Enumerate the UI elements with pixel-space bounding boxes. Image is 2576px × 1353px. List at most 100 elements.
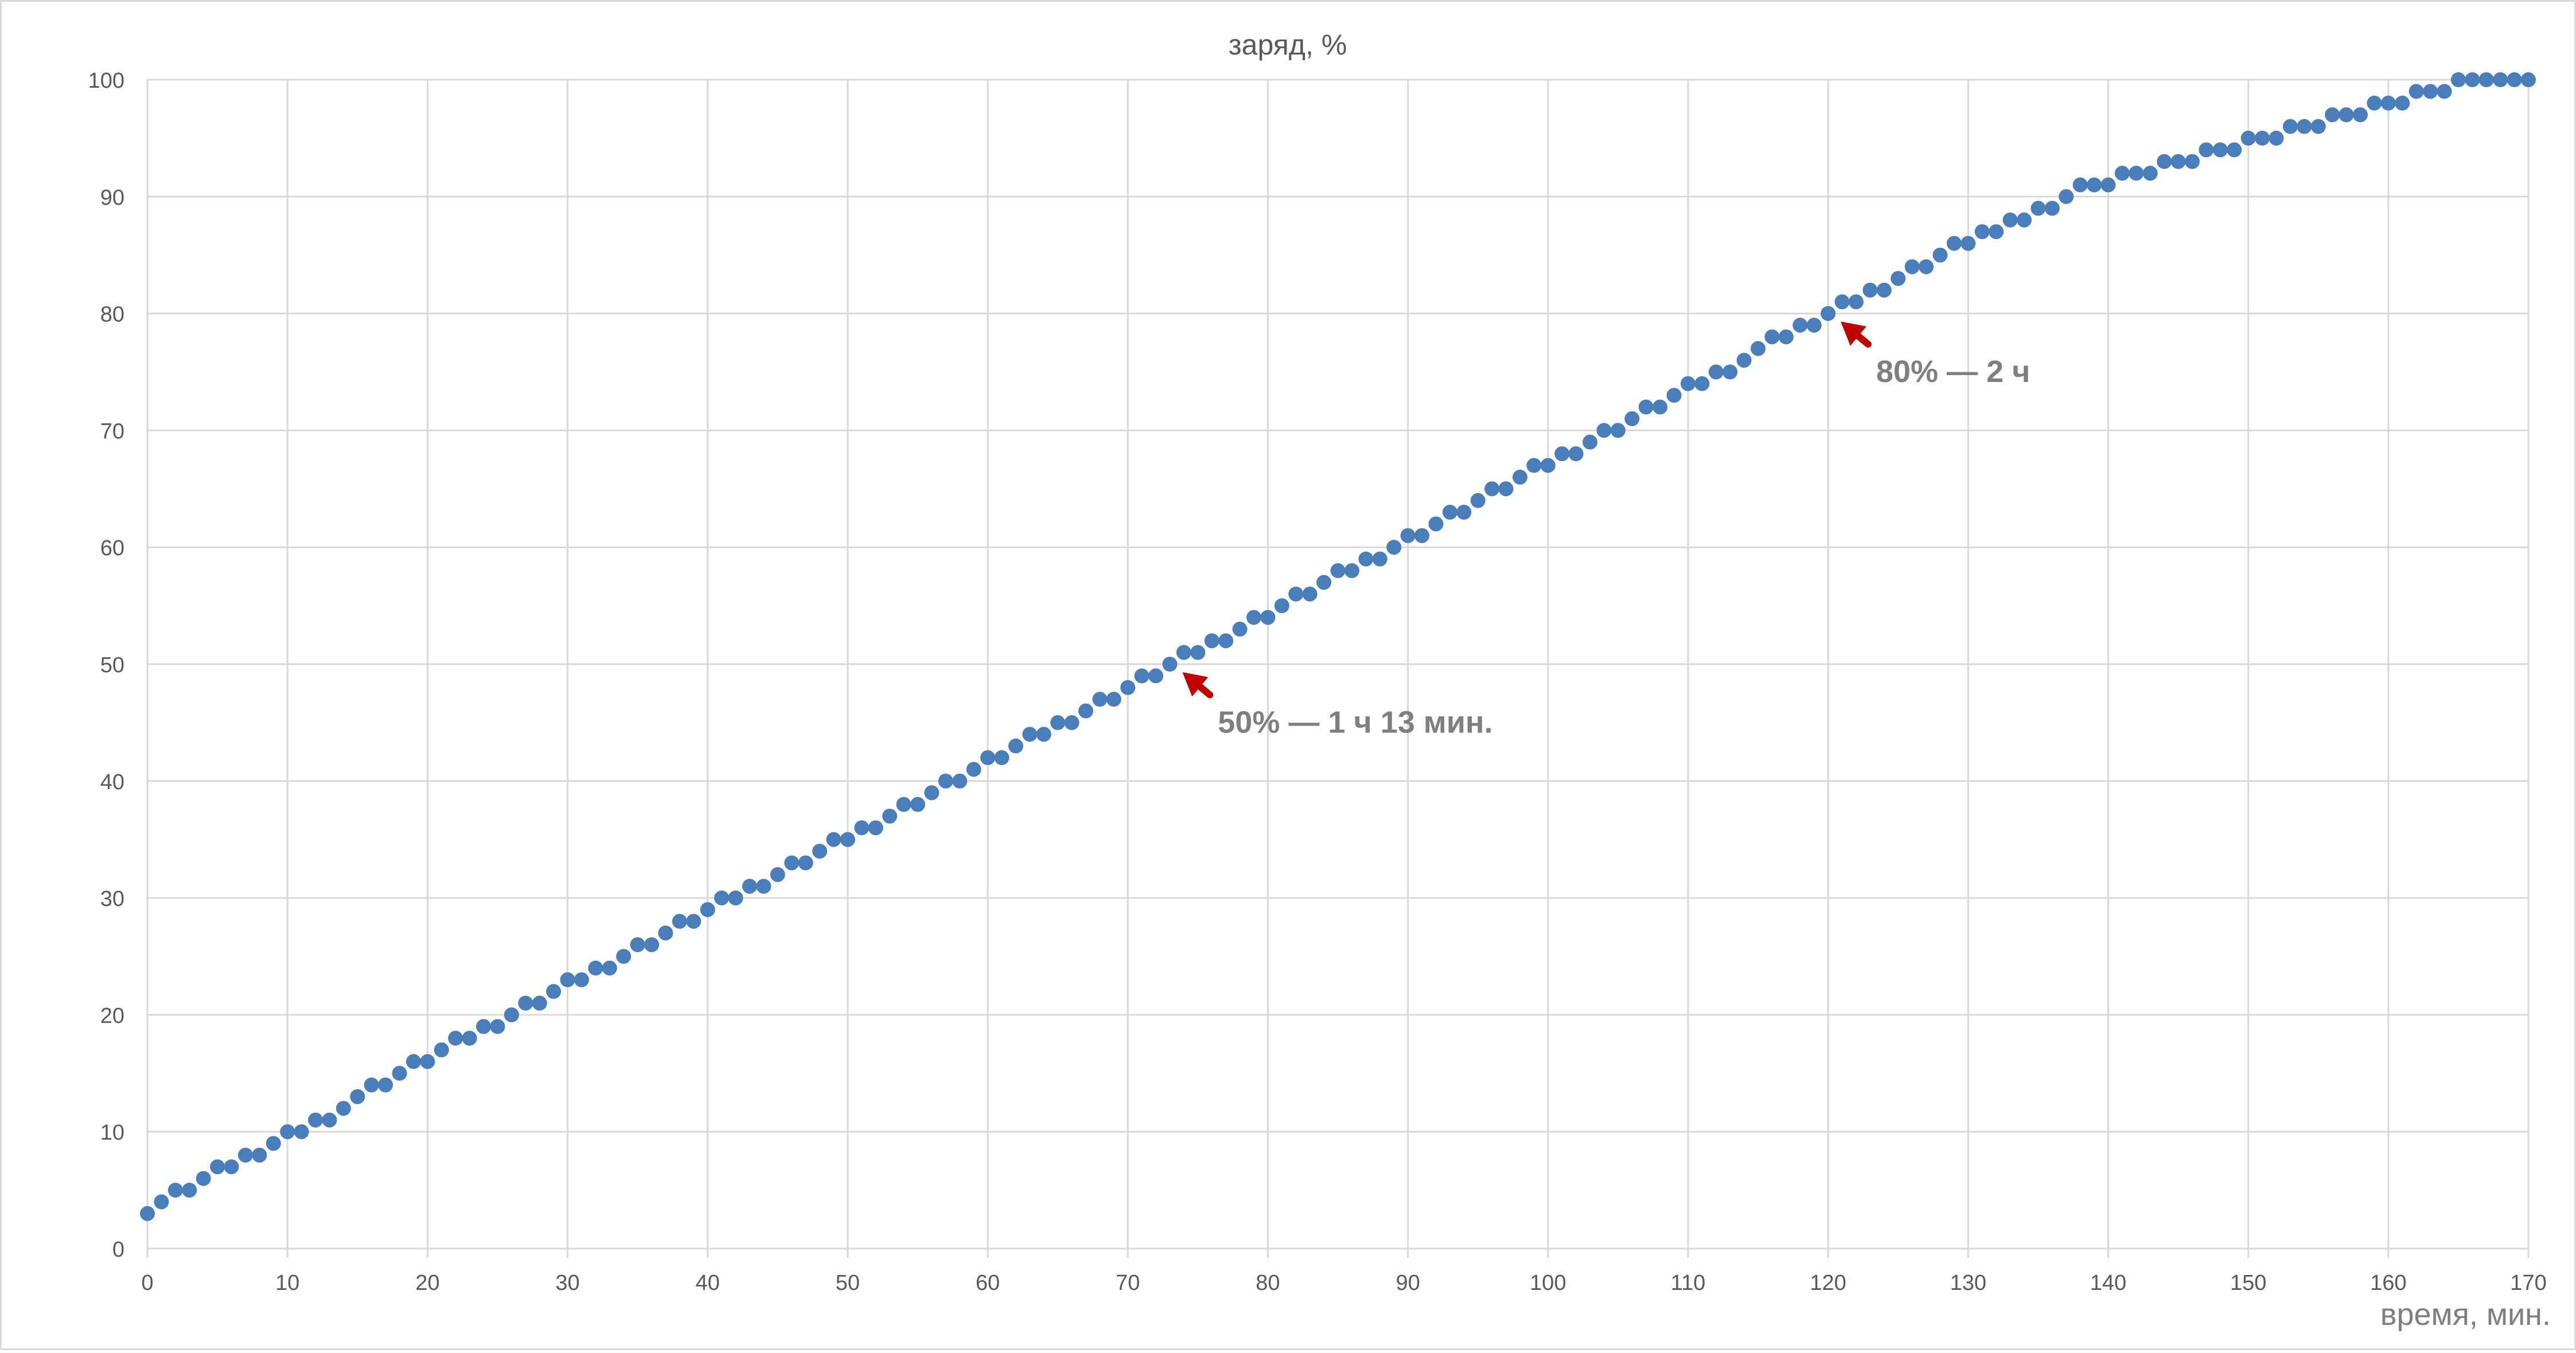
data-point bbox=[1904, 259, 1920, 275]
data-point bbox=[574, 972, 589, 988]
data-point bbox=[2310, 119, 2326, 134]
data-point bbox=[1554, 446, 1570, 462]
annotation-arrow-head bbox=[1182, 672, 1209, 697]
tick-labels: 0 10 20 30 40 50 60 70 80 90 100 0 10 20 30 40 50 60 70 80 9… bbox=[88, 69, 2547, 1295]
data-point bbox=[210, 1159, 225, 1175]
x-tick-label: 140 bbox=[2090, 1271, 2126, 1295]
y-tick-label: 40 bbox=[100, 770, 124, 794]
data-point bbox=[2227, 142, 2242, 158]
data-point bbox=[1764, 329, 1780, 345]
data-point bbox=[1736, 353, 1752, 368]
x-axis-title: время, мин. bbox=[2380, 1297, 2551, 1332]
data-point bbox=[462, 1031, 477, 1046]
data-point bbox=[588, 960, 603, 976]
data-point bbox=[854, 820, 870, 836]
data-point bbox=[1792, 317, 1808, 333]
data-point bbox=[1092, 692, 1108, 707]
data-point bbox=[237, 1147, 253, 1163]
data-point bbox=[1961, 236, 1976, 251]
data-point bbox=[602, 960, 617, 976]
data-point bbox=[1218, 633, 1234, 649]
data-point bbox=[658, 925, 673, 941]
data-point bbox=[1583, 434, 1598, 450]
data-point bbox=[182, 1183, 197, 1198]
data-point bbox=[1288, 586, 1304, 602]
data-point bbox=[2282, 119, 2298, 134]
data-point bbox=[1400, 528, 1416, 543]
data-point bbox=[1568, 446, 1584, 462]
data-point bbox=[840, 832, 855, 847]
data-point bbox=[1260, 610, 1276, 625]
data-point bbox=[2114, 166, 2130, 181]
data-point bbox=[378, 1077, 393, 1093]
data-point bbox=[882, 808, 898, 824]
data-point bbox=[938, 773, 953, 789]
annotation-label: 80% — 2 ч bbox=[1876, 354, 2030, 389]
data-point bbox=[1751, 341, 1766, 356]
data-point bbox=[868, 820, 883, 836]
data-point bbox=[140, 1206, 155, 1221]
data-point bbox=[1540, 458, 1556, 473]
data-point bbox=[1653, 399, 1668, 415]
data-point bbox=[672, 914, 687, 929]
data-point bbox=[1022, 727, 1038, 742]
data-point bbox=[1204, 633, 1219, 649]
data-point bbox=[2044, 201, 2060, 216]
data-point bbox=[1162, 657, 1178, 672]
data-point bbox=[1148, 668, 1164, 684]
data-point bbox=[1106, 692, 1121, 707]
x-tick-label: 50 bbox=[836, 1271, 860, 1295]
data-point bbox=[2507, 72, 2522, 87]
data-point bbox=[910, 797, 925, 812]
data-point bbox=[1232, 621, 1248, 637]
data-point bbox=[1120, 680, 1136, 695]
data-point bbox=[2184, 154, 2200, 169]
annotations: 50% — 1 ч 13 мин. 80% — 2 ч bbox=[1182, 321, 2030, 740]
data-point bbox=[294, 1124, 309, 1140]
data-point bbox=[532, 996, 547, 1011]
data-point bbox=[308, 1112, 324, 1128]
data-point bbox=[1596, 423, 1612, 438]
x-tick-label: 100 bbox=[1530, 1271, 1566, 1295]
data-point bbox=[826, 832, 841, 847]
data-point bbox=[2100, 177, 2116, 193]
data-point bbox=[252, 1147, 267, 1163]
data-point bbox=[952, 773, 968, 789]
data-point bbox=[1330, 563, 1346, 578]
data-point bbox=[434, 1042, 449, 1058]
data-point bbox=[518, 996, 533, 1011]
data-point bbox=[196, 1171, 211, 1186]
data-point bbox=[2002, 212, 2018, 228]
data-point bbox=[1708, 364, 1724, 380]
chart-title: заряд, % bbox=[1229, 29, 1347, 61]
x-tick-label: 160 bbox=[2370, 1271, 2406, 1295]
data-point bbox=[2212, 142, 2228, 158]
data-point bbox=[2478, 72, 2494, 87]
data-point bbox=[1946, 236, 1962, 251]
data-point bbox=[994, 750, 1010, 766]
data-point bbox=[1134, 668, 1149, 684]
data-point bbox=[2269, 130, 2284, 146]
data-point bbox=[756, 879, 771, 894]
data-point bbox=[1974, 224, 1990, 239]
x-tick-label: 170 bbox=[2510, 1271, 2546, 1295]
data-point bbox=[2395, 95, 2410, 111]
data-point bbox=[1386, 540, 1402, 555]
x-tick-label: 30 bbox=[555, 1271, 579, 1295]
data-point bbox=[1526, 458, 1542, 473]
data-point bbox=[1064, 715, 1079, 730]
x-tick-label: 150 bbox=[2230, 1271, 2266, 1295]
data-point bbox=[1919, 259, 1934, 275]
data-point bbox=[280, 1124, 295, 1140]
y-tick-label: 60 bbox=[100, 536, 124, 560]
x-tick-label: 60 bbox=[976, 1271, 1000, 1295]
data-point bbox=[504, 1007, 519, 1023]
y-tick-label: 80 bbox=[100, 303, 124, 327]
data-point bbox=[1358, 551, 1374, 567]
data-point bbox=[1498, 481, 1514, 497]
data-point bbox=[2409, 84, 2424, 99]
grid-lines bbox=[146, 79, 2530, 1249]
x-tick-label: 120 bbox=[1810, 1271, 1846, 1295]
x-tick-label: 90 bbox=[1396, 1271, 1420, 1295]
